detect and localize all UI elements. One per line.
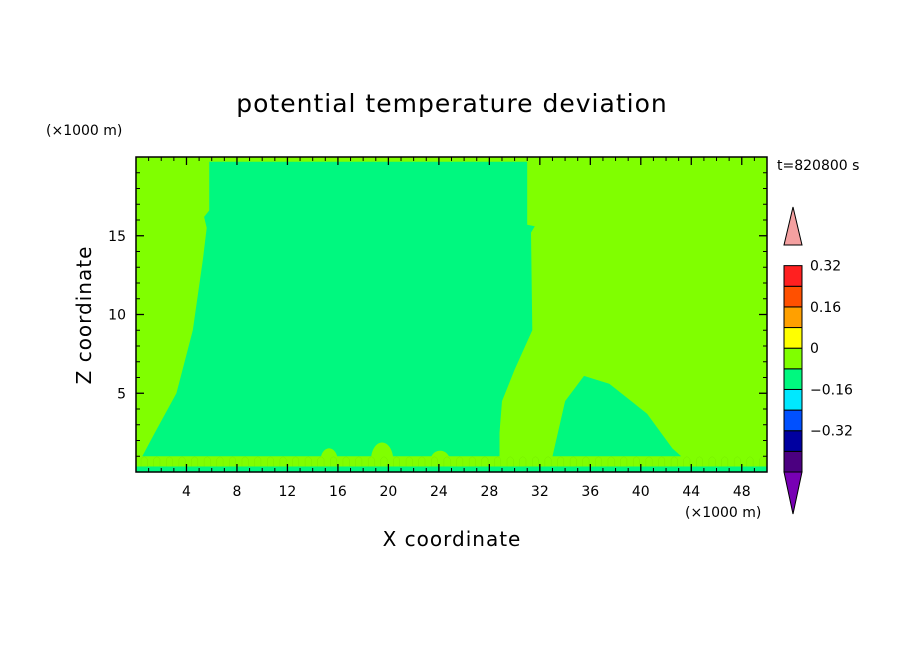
positive-bump: [370, 442, 394, 463]
colorbar-swatch: [783, 409, 803, 432]
x-tick-label: 8: [232, 484, 241, 500]
y-tick-label: 10: [108, 308, 126, 324]
colorbar-tick-label: 0: [810, 341, 819, 357]
x-axis: 4 8 12 16 20 24 28 32 36 40 44 48: [148, 157, 755, 500]
x-axis-label: X coordinate: [383, 527, 522, 551]
x-tick-label: 16: [329, 484, 347, 500]
x-tick-label: 24: [430, 484, 448, 500]
colorbar-swatch: [783, 347, 803, 370]
y-axis: 5 10 15: [108, 172, 767, 457]
plot-area: [136, 157, 767, 472]
colorbar: 0.32 0.16 0 −0.16 −0.32: [783, 206, 853, 515]
x-tick-label: 32: [531, 484, 549, 500]
x-tick-label: 20: [379, 484, 397, 500]
colorbar-tick-label: −0.32: [810, 424, 853, 440]
colorbar-swatch: [783, 368, 803, 390]
colorbar-tick-label: 0.16: [810, 300, 841, 316]
y-axis-label: Z coordinate: [72, 246, 96, 385]
colorbar-swatch: [783, 327, 803, 349]
colorbar-swatch: [783, 265, 803, 287]
positive-bumps: [320, 442, 738, 463]
colorbar-swatch: [783, 306, 803, 329]
colorbar-over-arrow: [783, 206, 803, 246]
negative-region-central-plume: [142, 161, 535, 457]
time-label: t=820800 s: [777, 158, 859, 174]
colorbar-swatch: [783, 285, 803, 308]
colorbar-swatch: [783, 430, 803, 452]
x-tick-label: 12: [279, 484, 297, 500]
colorbar-under-arrow: [783, 471, 803, 515]
colorbar-swatch: [783, 388, 803, 411]
y-tick-label: 5: [117, 386, 126, 402]
chart-title: potential temperature deviation: [236, 89, 667, 118]
colorbar-swatch: [783, 450, 803, 473]
x-tick-label: 40: [632, 484, 650, 500]
x-tick-label: 44: [682, 484, 700, 500]
colorbar-tick-label: 0.32: [810, 259, 841, 275]
x-tick-label: 28: [480, 484, 498, 500]
negative-region-right-dome: [552, 375, 682, 457]
y-tick-label: 15: [108, 229, 126, 245]
x-tick-label: 48: [733, 484, 751, 500]
colorbar-tick-label: −0.16: [810, 382, 853, 398]
negative-regions: [142, 161, 682, 457]
x-unit-label: (×1000 m): [685, 505, 761, 521]
z-unit-label: (×1000 m): [46, 123, 122, 139]
x-tick-label: 4: [182, 484, 191, 500]
x-tick-label: 36: [581, 484, 599, 500]
